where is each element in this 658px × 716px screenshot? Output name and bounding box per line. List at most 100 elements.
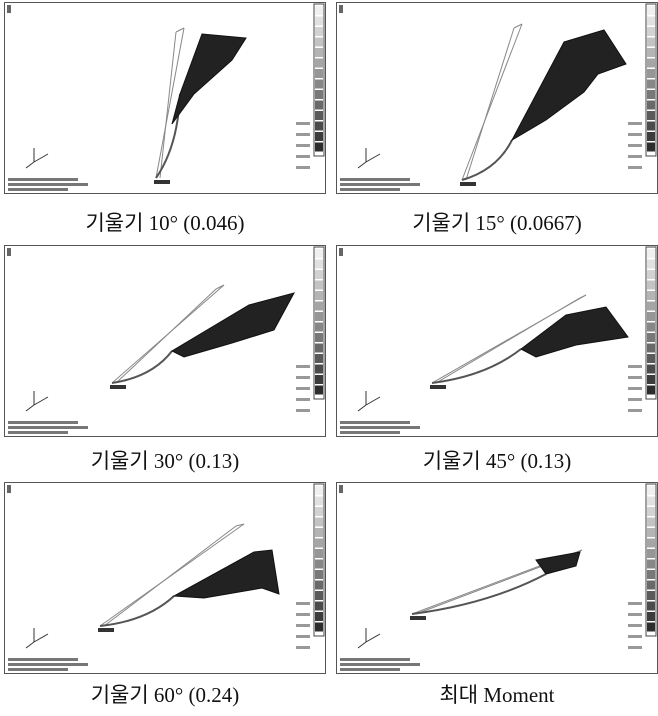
info-line: [8, 183, 88, 186]
legend-block: [647, 142, 655, 152]
legend-block: [315, 132, 323, 141]
caption: 기울기 45° (0.13): [423, 449, 572, 473]
legend-label: [296, 624, 310, 627]
panel-frame: [336, 245, 658, 437]
deformed-mesh: [411, 573, 547, 615]
legend-label: [628, 166, 642, 169]
legend-block: [647, 538, 655, 548]
node-label: [410, 616, 426, 620]
legend-block: [315, 375, 323, 384]
legend-block: [647, 6, 655, 15]
beam-outline: [215, 284, 225, 290]
info-line: [340, 668, 400, 671]
node-label: [110, 385, 126, 389]
deformed-shape: [171, 33, 247, 125]
legend-block: [647, 559, 655, 569]
info-line: [8, 426, 88, 429]
legend-block: [315, 496, 323, 506]
caption: 기울기 10° (0.046): [85, 211, 244, 235]
legend-block: [315, 612, 323, 621]
legend-block: [315, 27, 323, 36]
axis-triad: [33, 396, 49, 406]
caption: 기울기 60° (0.24): [91, 683, 240, 707]
legend-label: [628, 646, 642, 649]
legend-block: [315, 69, 323, 78]
legend-block: [315, 570, 323, 579]
legend-label: [628, 376, 642, 379]
deformed-shape: [172, 549, 280, 599]
legend-block: [315, 16, 323, 26]
deformed-mesh: [461, 139, 513, 181]
legend-label: [296, 133, 310, 136]
legend-block: [647, 270, 655, 279]
legend-block: [647, 259, 655, 269]
corner-mark: [339, 248, 343, 256]
legend-block: [315, 622, 323, 632]
legend-block: [315, 364, 323, 374]
axis-triad: [25, 404, 35, 412]
legend-label: [628, 624, 642, 627]
legend-label: [628, 602, 642, 605]
legend-block: [647, 612, 655, 621]
legend-block: [647, 312, 655, 321]
legend-block: [647, 90, 655, 99]
info-line: [8, 178, 78, 181]
legend-block: [647, 27, 655, 36]
legend-block: [315, 48, 323, 57]
deformed-mesh: [111, 350, 173, 384]
legend-block: [647, 16, 655, 26]
panel-frame: [4, 245, 326, 437]
legend-label: [296, 122, 310, 125]
info-line: [340, 431, 400, 434]
legend-label: [628, 613, 642, 616]
legend-block: [647, 354, 655, 363]
beam-outline: [103, 525, 237, 627]
axis-triad: [357, 161, 367, 169]
legend-label: [628, 365, 642, 368]
info-line: [8, 658, 78, 661]
deformed-shape: [170, 292, 295, 358]
deformed-mesh: [431, 348, 522, 384]
corner-mark: [339, 485, 343, 493]
axis-triad: [365, 153, 381, 163]
legend-block: [647, 496, 655, 506]
legend-block: [315, 385, 323, 395]
legend-block: [315, 538, 323, 548]
legend-block: [647, 528, 655, 537]
panel: [336, 482, 658, 674]
beam-outline: [435, 298, 579, 384]
info-line: [8, 188, 68, 191]
info-line: [8, 663, 88, 666]
legend-block: [315, 591, 323, 600]
info-line: [340, 183, 420, 186]
legend-block: [647, 322, 655, 332]
legend-block: [315, 528, 323, 537]
info-line: [340, 658, 410, 661]
beam-outline: [513, 23, 523, 29]
legend-label: [628, 144, 642, 147]
legend-block: [647, 121, 655, 131]
legend-label: [296, 387, 310, 390]
panel: [4, 245, 326, 437]
caption: 최대 Moment: [439, 683, 554, 707]
legend-block: [315, 517, 323, 527]
panel: [336, 245, 658, 437]
panel: [4, 482, 326, 674]
legend-label: [296, 635, 310, 638]
legend-block: [647, 249, 655, 258]
legend-block: [315, 142, 323, 152]
info-line: [340, 178, 410, 181]
legend-block: [647, 291, 655, 300]
beam-outline: [465, 27, 515, 181]
legend-block: [315, 322, 323, 332]
legend-block: [315, 280, 323, 290]
legend-block: [647, 37, 655, 47]
legend-label: [628, 122, 642, 125]
deformed-shape: [520, 306, 629, 358]
legend-block: [647, 364, 655, 374]
caption: 기울기 15° (0.0667): [412, 211, 582, 235]
node-label: [98, 628, 114, 632]
node-label: [460, 182, 476, 186]
beam-outline: [159, 31, 177, 179]
